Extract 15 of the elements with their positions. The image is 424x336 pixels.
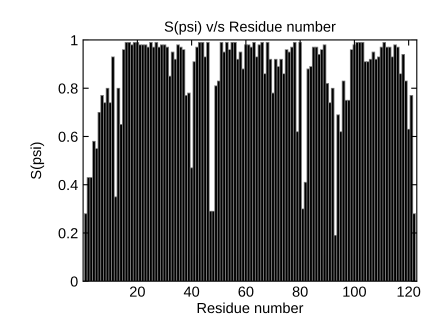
- x-tick-label: 80: [292, 286, 308, 297]
- y-tick-label: 0.6: [58, 132, 78, 142]
- x-tick-label: 120: [398, 286, 420, 297]
- y-axis-title: S(psi): [30, 142, 44, 179]
- y-tick-label: 0: [70, 276, 78, 287]
- chart-title: S(psi) v/s Residue number: [164, 21, 336, 35]
- x-tick-label: 100: [343, 286, 366, 297]
- x-tick-label: 40: [184, 286, 200, 297]
- y-tick-label: 0.4: [58, 180, 78, 190]
- y-tick-label: 0.8: [58, 83, 78, 94]
- y-tick-label: 1: [71, 35, 78, 46]
- x-axis-title: Residue number: [198, 302, 304, 314]
- y-tick-label: 0.2: [58, 228, 78, 238]
- x-tick-label: 60: [238, 286, 254, 297]
- x-tick-label: 20: [130, 286, 145, 297]
